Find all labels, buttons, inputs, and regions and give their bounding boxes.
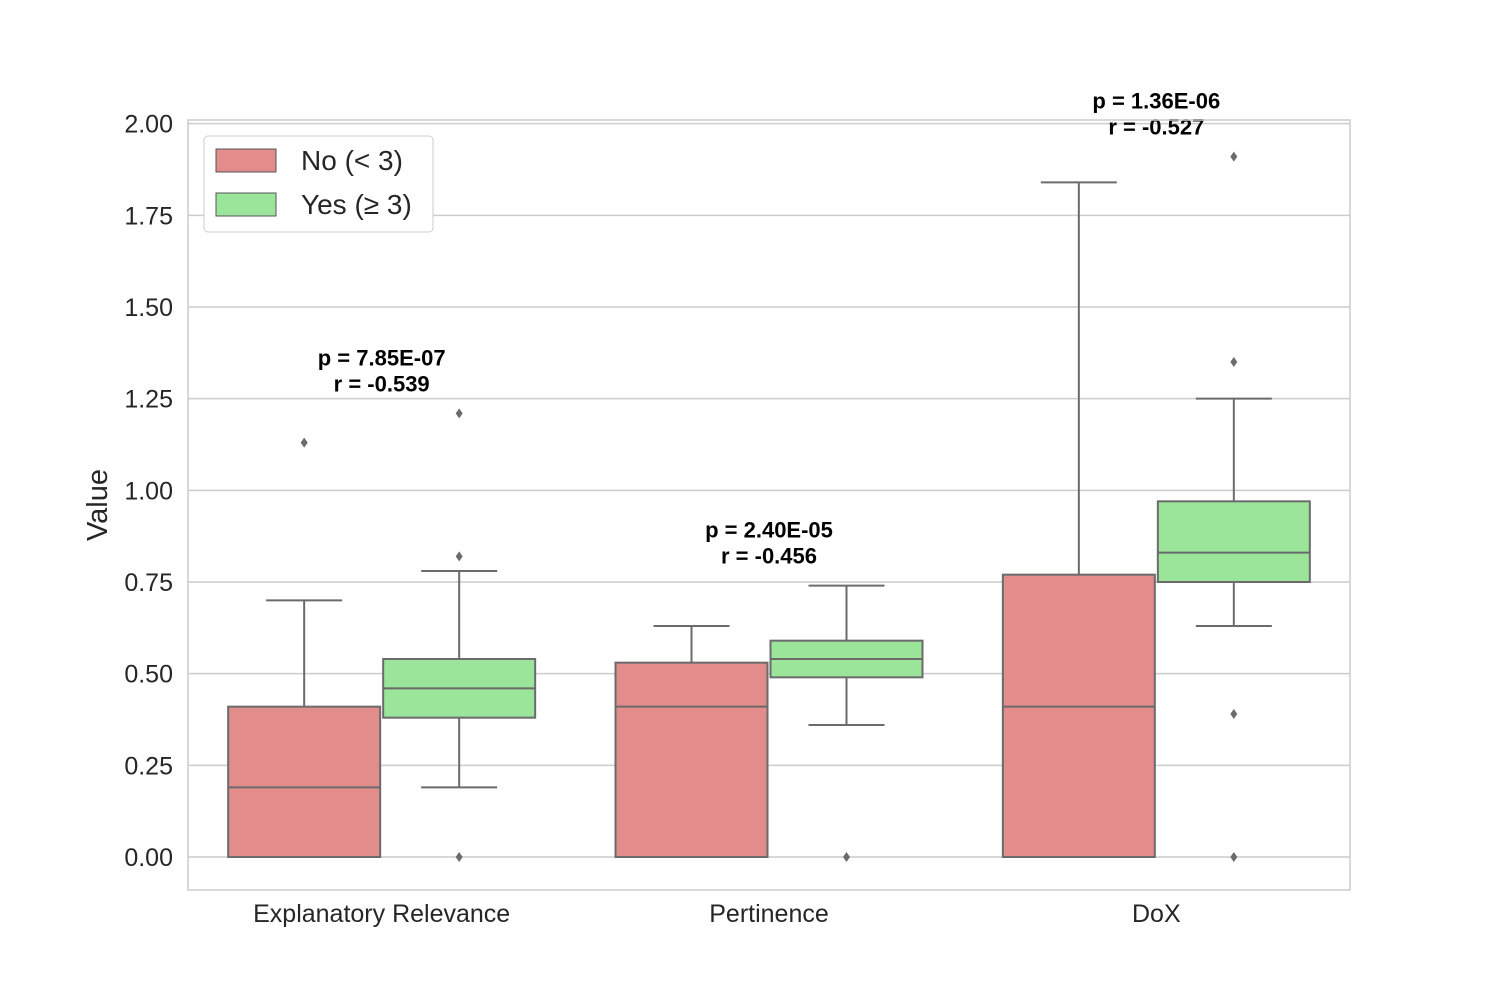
plot-frame [187, 119, 1351, 891]
y-axis-label: Value [82, 469, 114, 541]
outlier-point [843, 852, 850, 862]
x-tick-label: Pertinence [709, 900, 829, 928]
y-tick-labels: 0.00 0.25 0.50 0.75 1.00 1.25 1.50 1.75 2.00 [124, 111, 173, 872]
y-tick-label: 2.00 [124, 111, 173, 139]
annotation-line: r = -0.539 [334, 371, 430, 396]
box-yes [382, 408, 537, 862]
annotation-line: r = -0.527 [1108, 115, 1204, 140]
box-body [1156, 500, 1311, 584]
outlier-point [455, 852, 463, 862]
y-tick-label: 1.50 [124, 294, 173, 322]
y-tick-label: 1.00 [124, 477, 173, 505]
legend-swatch-yes [215, 192, 277, 217]
annotation-line: p = 7.85E-07 [318, 345, 446, 370]
legend-label-yes: Yes (≥ 3) [301, 189, 412, 220]
outlier-point [455, 408, 463, 419]
legend: No (< 3) Yes (≥ 3) [203, 135, 434, 233]
legend-swatch-no [215, 148, 277, 173]
y-tick-label: 0.75 [124, 569, 173, 597]
outlier-point [1230, 357, 1238, 367]
outlier-point [1230, 709, 1238, 719]
y-tick-label: 1.75 [124, 202, 173, 230]
y-tick-label: 1.25 [124, 386, 173, 414]
box-yes [1156, 151, 1311, 862]
x-tick-label: DoX [1132, 900, 1181, 928]
box-body [227, 705, 382, 859]
x-tick-label: Explanatory Relevance [253, 900, 510, 928]
box-body [1001, 573, 1156, 859]
outlier-point [1230, 852, 1238, 862]
box-no [1001, 181, 1156, 859]
y-tick-label: 0.25 [124, 752, 173, 780]
outlier-point [300, 437, 308, 448]
legend-label-no: No (< 3) [301, 145, 403, 176]
box-no [614, 625, 769, 859]
box-yes [769, 584, 924, 862]
y-tick-label: 0.50 [124, 661, 173, 689]
annotation-line: p = 1.36E-06 [1092, 89, 1220, 114]
annotation-line: r = -0.456 [721, 544, 817, 569]
outlier-point [1230, 151, 1238, 162]
box-body [614, 661, 769, 859]
box-groups [227, 151, 1311, 862]
y-tick-label: 0.00 [124, 844, 173, 872]
outlier-point [455, 551, 463, 562]
annotation-line: p = 2.40E-05 [705, 518, 833, 543]
x-tick-labels: Explanatory Relevance Pertinence DoX [253, 900, 1181, 928]
plot-area-background [188, 120, 1350, 890]
box-no [227, 437, 382, 859]
